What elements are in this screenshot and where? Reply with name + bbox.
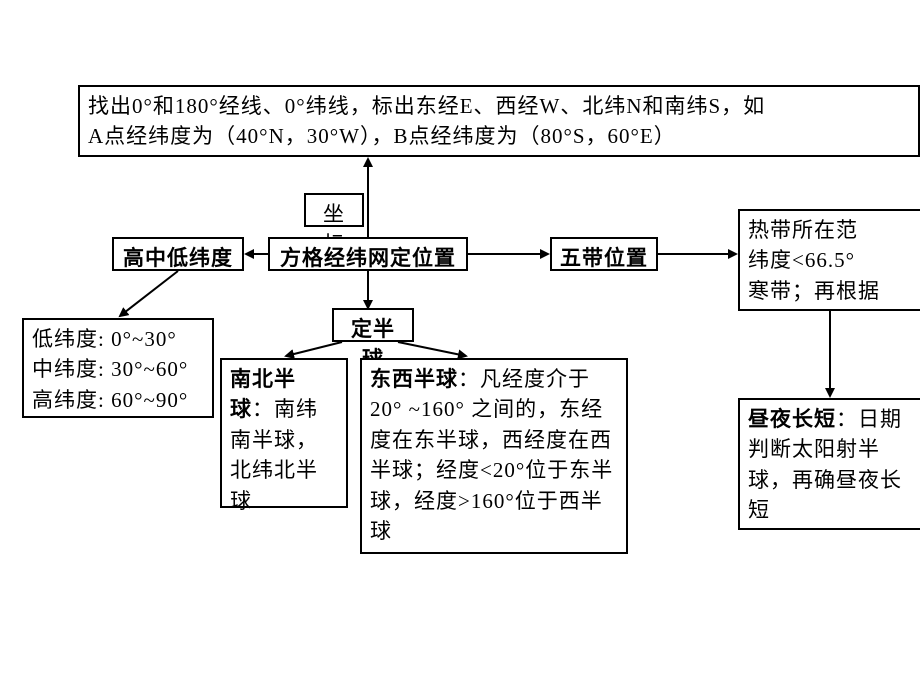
- node-coord-label: 坐标: [304, 193, 364, 227]
- instructions-line1: 找出0°和180°经线、0°纬线，标出东经E、西经W、北纬N和南纬S，如: [88, 91, 910, 121]
- node-five-zones: 五带位置: [550, 237, 658, 271]
- node-five-zones-desc: 热带所在范 纬度<66.5° 寒带；再根据: [738, 209, 920, 311]
- daynight-title: 昼夜长短: [748, 407, 836, 431]
- node-grid-location: 方格经纬网定位置: [268, 237, 468, 271]
- ew-hemi-title: 东西半球: [370, 367, 458, 391]
- ew-hemi-body: ：凡经度介于20° ~160° 之间的，东经度在东半球，西经度在西半球；经度<2…: [370, 367, 613, 543]
- edge: [398, 342, 466, 356]
- node-lat-ranges: 低纬度: 0°~30° 中纬度: 30°~60° 高纬度: 60°~90°: [22, 318, 214, 418]
- edge: [120, 271, 178, 316]
- five-desc-l2: 纬度<66.5°: [748, 245, 912, 275]
- diagram-canvas: 找出0°和180°经线、0°纬线，标出东经E、西经W、北纬N和南纬S，如 A点经…: [0, 0, 920, 690]
- five-desc-l1: 热带所在范: [748, 215, 912, 245]
- node-hemisphere: 定半球: [332, 308, 414, 342]
- node-ns-hemisphere: 南北半球：南纬南半球，北纬北半球: [220, 358, 348, 508]
- edge: [286, 342, 342, 356]
- five-desc-l3: 寒带；再根据: [748, 276, 912, 306]
- lat-range-mid: 中纬度: 30°~60°: [32, 354, 204, 384]
- instructions-line2: A点经纬度为（40°N，30°W），B点经纬度为（80°S，60°E）: [88, 121, 910, 151]
- grid-location-text: 方格经纬网定位置: [280, 246, 456, 270]
- lat-range-high: 高纬度: 60°~90°: [32, 385, 204, 415]
- node-instructions: 找出0°和180°经线、0°纬线，标出东经E、西经W、北纬N和南纬S，如 A点经…: [78, 85, 920, 157]
- hml-latitude-text: 高中低纬度: [123, 246, 233, 270]
- lat-range-low: 低纬度: 0°~30°: [32, 324, 204, 354]
- node-ew-hemisphere: 东西半球：凡经度介于20° ~160° 之间的，东经度在东半球，西经度在西半球；…: [360, 358, 628, 554]
- node-hml-latitude: 高中低纬度: [112, 237, 244, 271]
- five-zones-text: 五带位置: [560, 246, 648, 270]
- node-day-night: 昼夜长短：日期判断太阳射半球，再确昼夜长短: [738, 398, 920, 530]
